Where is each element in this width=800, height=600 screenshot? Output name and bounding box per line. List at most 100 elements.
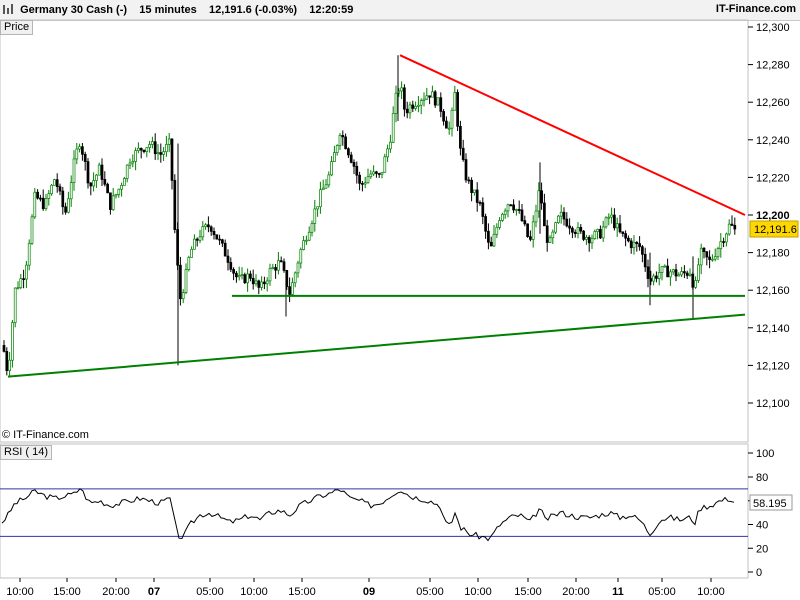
rsi-panel-label[interactable]: RSI ( 14) (0, 445, 53, 460)
candle-body (361, 183, 364, 185)
rsi-levels (0, 488, 748, 537)
candle-body (263, 281, 266, 285)
candle-body (523, 220, 527, 225)
candle-body (680, 271, 683, 276)
candle-body (515, 209, 518, 211)
candle-body (559, 211, 563, 217)
candle-body (83, 153, 87, 162)
candle-body (92, 180, 95, 187)
candle-body (293, 272, 297, 284)
candle-body (629, 240, 633, 249)
candle-body (719, 241, 723, 250)
price-tick-label: 12,280 (756, 60, 790, 72)
candle-body (47, 193, 51, 199)
candle-body (694, 280, 697, 288)
candle-body (347, 148, 350, 156)
candle-body (473, 189, 476, 193)
candle-body (442, 111, 445, 122)
candle-body (352, 162, 356, 167)
trendline-resistance[interactable] (399, 54, 746, 216)
candle-body (733, 224, 737, 230)
candle-body (67, 198, 70, 213)
candle-body (302, 240, 305, 250)
candle-body (86, 161, 90, 184)
candle-body (69, 182, 73, 200)
candle-body (75, 148, 79, 160)
candle-body (41, 197, 45, 209)
candle-body (585, 237, 588, 240)
time-tick-label: 05:00 (416, 586, 444, 598)
candle-body (590, 238, 594, 244)
time-tick-label: 07 (148, 586, 160, 598)
candle-body (282, 261, 286, 271)
candle-body (369, 173, 373, 178)
candle-body (131, 161, 135, 164)
rsi-line (1, 488, 735, 542)
candle-body (363, 182, 367, 185)
candle-body (137, 147, 140, 151)
candle-body (310, 223, 314, 233)
candle-body (226, 255, 230, 263)
time-tick-label: 10:00 (464, 586, 492, 598)
candle-body (436, 97, 440, 106)
candle-body (215, 234, 219, 240)
candle-body (44, 198, 48, 209)
candle-body (184, 269, 188, 293)
candle-body (64, 206, 67, 213)
price-panel-label[interactable]: Price (0, 20, 34, 35)
candle-body (291, 282, 294, 295)
candle-body (36, 191, 39, 199)
candle-body (109, 192, 112, 210)
trendline-support[interactable] (7, 313, 746, 378)
candle-body (557, 215, 560, 224)
candle-body (702, 247, 706, 253)
candle-body (512, 204, 515, 211)
candle-body (554, 222, 557, 233)
candle-body (78, 146, 81, 150)
candle-body (663, 265, 667, 268)
candle-body (576, 227, 580, 234)
candle-body (53, 179, 56, 186)
bar-chart-icon[interactable] (2, 3, 14, 15)
price-tick-label: 12,200 (756, 210, 790, 222)
candle-body (725, 233, 728, 243)
candle-body (13, 287, 17, 323)
candle-body (321, 187, 325, 191)
trendlines[interactable] (7, 54, 746, 378)
candle-body (120, 184, 123, 190)
candle-body (125, 164, 129, 179)
price-tick-label: 12,300 (756, 22, 790, 34)
candle-body (478, 202, 482, 204)
candle-body (517, 209, 521, 211)
candle-body (604, 217, 608, 228)
candle-body (579, 227, 583, 232)
candle-body (610, 214, 613, 218)
candle-body (265, 280, 269, 285)
watermark: © IT-Finance.com (2, 429, 89, 441)
candle-body (627, 237, 630, 242)
candle-body (683, 271, 686, 274)
candle-body (277, 260, 280, 271)
candle-body (624, 233, 627, 239)
candle-body (380, 171, 384, 175)
candle-body (27, 242, 31, 266)
candle-body (279, 260, 283, 263)
time-tick-label: 10:00 (697, 586, 725, 598)
candle-body (615, 223, 619, 229)
last-price-tag: 12,191.6 (754, 224, 797, 236)
candle-body (299, 249, 303, 264)
candle-body (218, 238, 221, 241)
brand-label: IT-Finance.com (715, 3, 796, 15)
candle-body (450, 109, 454, 129)
rsi-panel-frame (0, 443, 749, 579)
candle-body (201, 226, 205, 238)
candle-body (103, 179, 107, 185)
time-tick-label: 15:00 (514, 586, 542, 598)
time-axis: 10:00 15:00 20:00 07 05:00 10:00 15:00 09 05:00 1… (6, 578, 725, 598)
candle-body (159, 152, 163, 155)
candle-body (660, 266, 664, 273)
candle-body (151, 141, 154, 145)
instrument-name: Germany 30 Cash (-) (20, 4, 128, 16)
candle-body (22, 278, 25, 280)
